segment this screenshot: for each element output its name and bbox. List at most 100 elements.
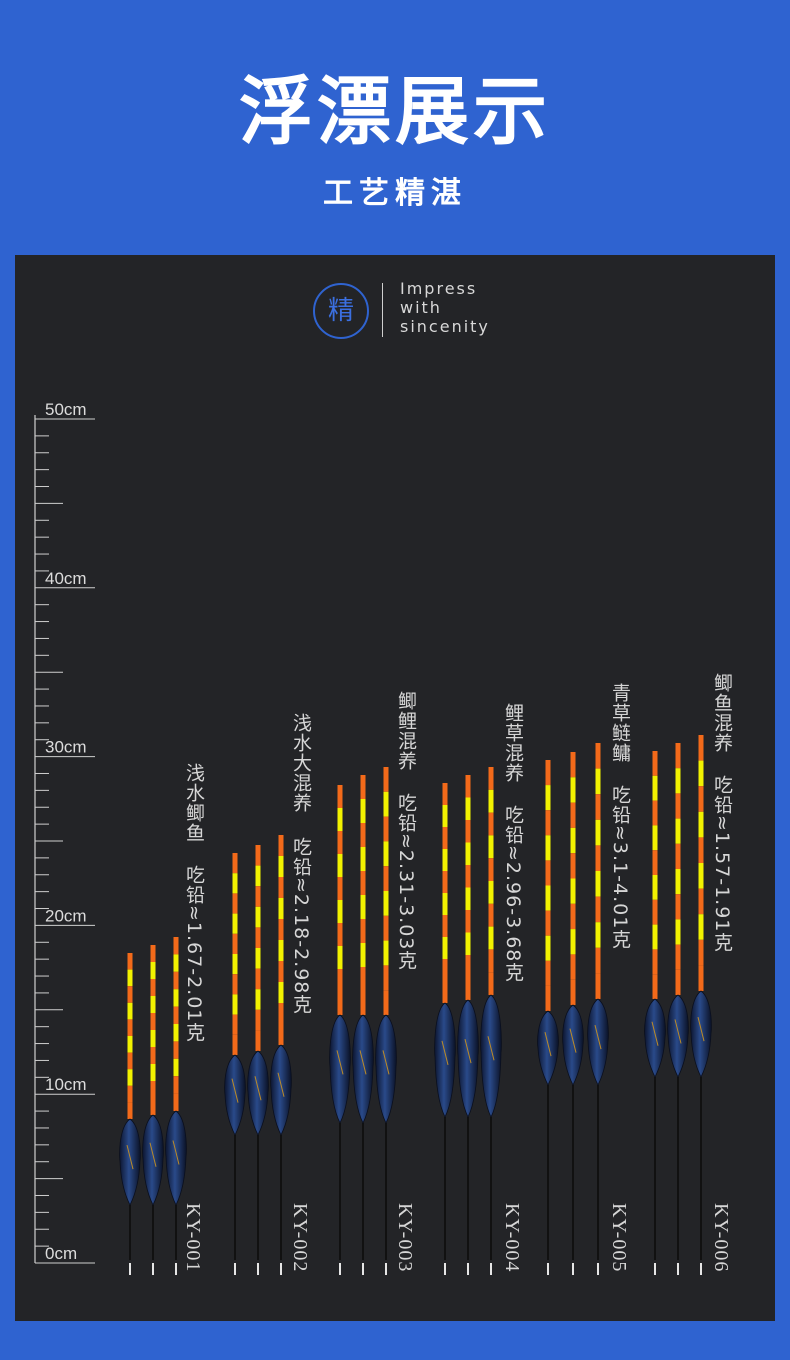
float-body-mark [487, 1036, 495, 1061]
float-tip-segment [360, 943, 366, 967]
float-tip-segment [255, 1030, 261, 1051]
group-6-name: 鲫鱼混养 [711, 673, 733, 753]
group-3-code: KY-003 [394, 1203, 416, 1273]
float-tip-segment [360, 823, 366, 847]
float-tip-segment [675, 969, 681, 995]
float-tip-segment [232, 974, 238, 995]
float-tip-segment [127, 1019, 133, 1036]
float-tip-segment [150, 1064, 156, 1081]
float-tip-segment [337, 946, 343, 969]
float-tip-segment [337, 854, 343, 877]
group-5-name: 青草鲢鳙 [609, 683, 631, 763]
float-tip-segment [675, 894, 681, 920]
float-tip-segment [570, 802, 576, 828]
float-tip-segment [465, 910, 471, 933]
float-tip-segment [383, 891, 389, 916]
float-tip-segment [652, 751, 658, 776]
float-tip-segment [127, 1002, 133, 1020]
float-tip-segment [465, 820, 471, 843]
float-tip-segment [465, 955, 471, 978]
float-tip-segment [652, 924, 658, 950]
float-tip-segment [545, 760, 551, 786]
float-tip-segment [675, 919, 681, 945]
float-tip-segment [173, 1041, 179, 1059]
ruler: 50cm 40cm 30cm 20cm 10cm 0cm [34, 400, 95, 1264]
group-1-name: 浅水鲫鱼 [183, 763, 205, 843]
float-tip-segment [465, 842, 471, 865]
ruler-label: 10cm [45, 1075, 87, 1094]
float-tip-segment [173, 971, 179, 990]
float-body [562, 1004, 584, 1086]
float-tip-segment [545, 835, 551, 861]
float-tip-segment [360, 871, 366, 895]
float-body [224, 1054, 246, 1136]
float-tip-segment [595, 845, 601, 871]
float-tip-segment [570, 853, 576, 879]
float-body [434, 1002, 456, 1118]
float-body-mark [464, 1039, 472, 1064]
float-tip-segment [173, 1024, 179, 1042]
divider [382, 283, 383, 337]
float-tip-segment [150, 1081, 156, 1098]
group-2-name: 浅水大混养 [290, 713, 312, 813]
float-tip-segment [360, 919, 366, 943]
float-tip-segment [488, 881, 494, 904]
slogan-line-1: Impress [400, 279, 478, 298]
float-tip-segment [442, 783, 448, 805]
float-tip-segment [232, 954, 238, 975]
float-tip-segment [698, 888, 704, 915]
float-tip-segment [652, 949, 658, 975]
float-tip-segment [442, 871, 448, 893]
float [224, 853, 246, 1275]
float-body-mark [594, 1024, 602, 1050]
float-tip-segment [545, 785, 551, 811]
float-body-mark [674, 1019, 682, 1044]
float-body [644, 998, 666, 1078]
float-tip-segment [652, 899, 658, 925]
float-tip-segment [675, 944, 681, 970]
float-tip-segment [232, 893, 238, 914]
float-body [119, 1118, 141, 1206]
float-body [587, 998, 609, 1086]
float-tip-segment [278, 877, 284, 898]
float-tip-segment [173, 954, 179, 972]
float-tip-segment [465, 977, 471, 1000]
float-tip-segment [383, 940, 389, 966]
float-tip-segment [442, 893, 448, 915]
float-tip-segment [150, 996, 156, 1013]
float-tip-segment [278, 898, 284, 919]
float-tip-segment [150, 1098, 156, 1115]
float-tip-segment [545, 960, 551, 986]
float-tip-segment [232, 853, 238, 874]
float-body [457, 999, 479, 1118]
float-tip-segment [127, 986, 133, 1003]
float-tip-segment [652, 775, 658, 801]
float-body-mark [149, 1142, 157, 1167]
group-2-weight: 吃铅≈2.18-2.98克 [290, 837, 312, 1015]
float-tip-segment [337, 992, 343, 1015]
float-tip-segment [278, 856, 284, 877]
float-tip-segment [383, 965, 389, 991]
float-tip-segment [488, 767, 494, 790]
float-tip-segment [383, 990, 389, 1015]
float-tip-segment [652, 825, 658, 851]
float-tip-segment [337, 785, 343, 808]
float-tip-segment [278, 1024, 284, 1045]
group-6-weight: 吃铅≈1.57-1.91克 [711, 775, 733, 953]
float [329, 785, 351, 1275]
float-tip-segment [570, 827, 576, 854]
ruler-label: 40cm [45, 569, 87, 588]
float [375, 767, 397, 1275]
float-tip-segment [595, 896, 601, 923]
float [352, 775, 374, 1275]
float-tip-segment [652, 800, 658, 826]
float-tip-segment [360, 775, 366, 799]
slogan-line-2: with [400, 298, 442, 317]
float-tip-segment [545, 985, 551, 1011]
float-tip-segment [337, 923, 343, 946]
float-tip-segment [570, 979, 576, 1005]
float-body-mark [441, 1040, 449, 1066]
float-tip-segment [232, 873, 238, 894]
float-tip-segment [127, 953, 133, 970]
float-body [142, 1114, 164, 1206]
